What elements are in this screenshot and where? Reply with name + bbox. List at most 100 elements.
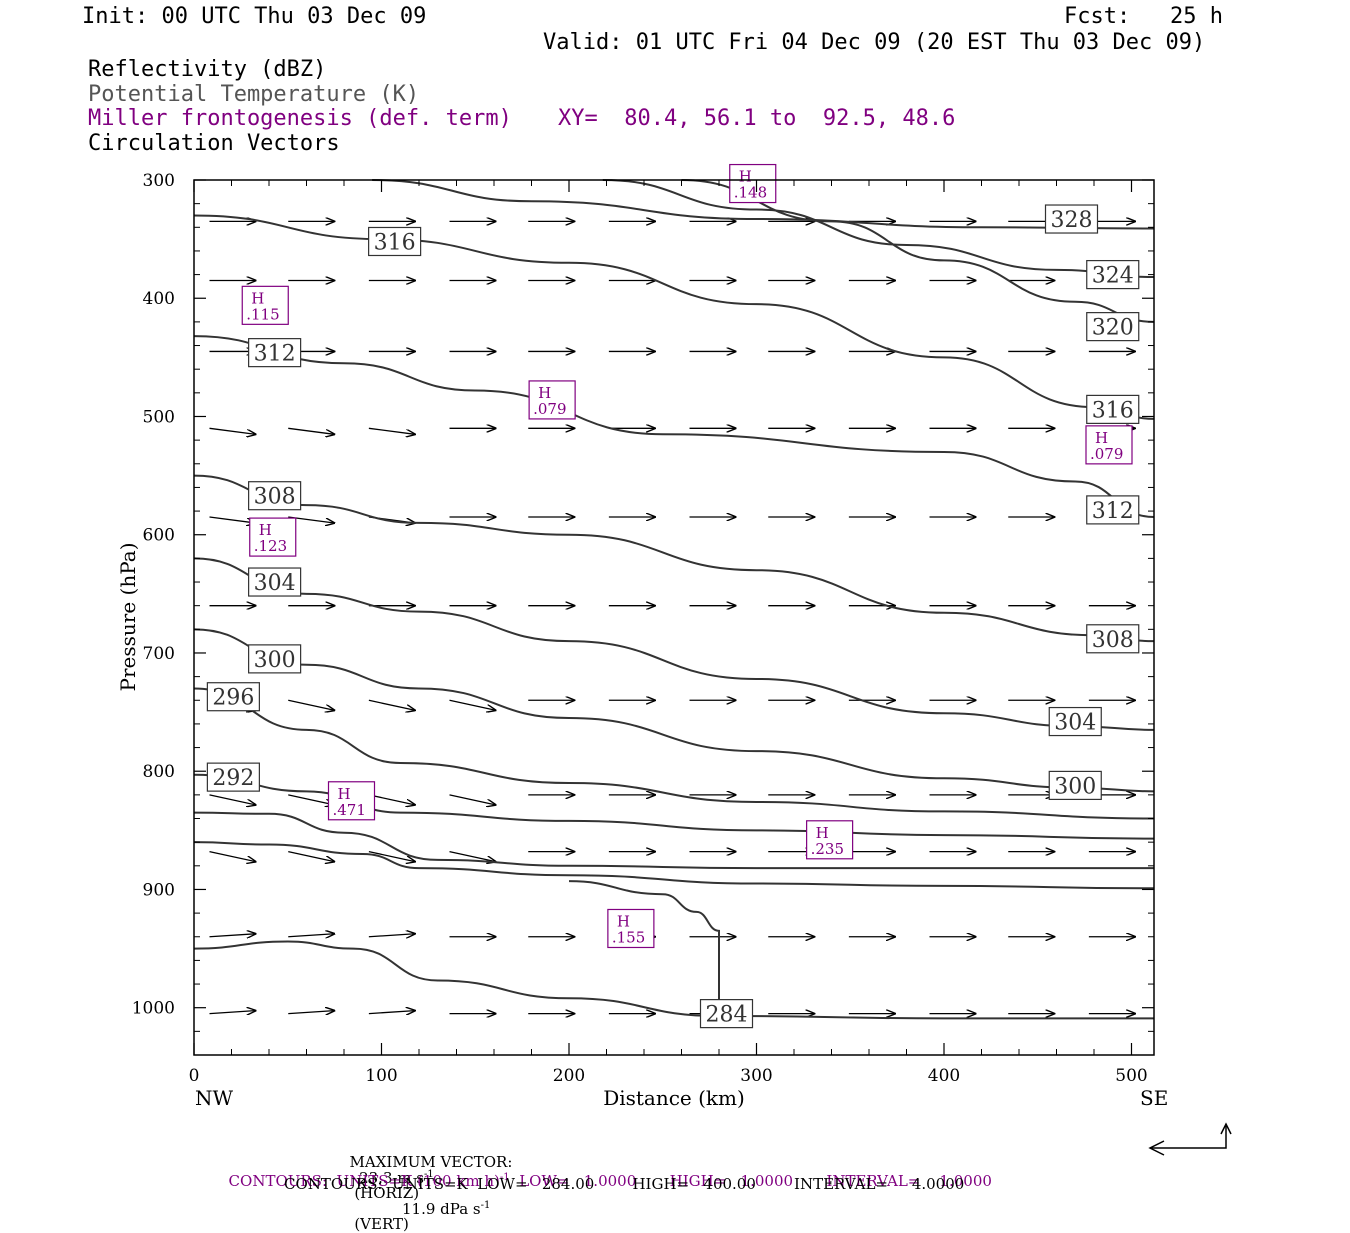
- circulation-vector: [368, 427, 415, 434]
- y-tick-label: 300: [143, 171, 175, 191]
- theta-contour-line: [372, 179, 1155, 230]
- frontogenesis-max-marker: H: [538, 384, 551, 402]
- theta-label-box: [1086, 624, 1140, 654]
- init-time: Init: 00 UTC Thu 03 Dec 09: [82, 4, 427, 29]
- theta-contour-line: [568, 880, 721, 1008]
- y-tick-label: 500: [143, 407, 175, 427]
- plot-frame: [193, 179, 1155, 1056]
- cross-section-endpoints: XY= 80.4, 56.1 to 92.5, 48.6: [558, 106, 956, 131]
- circulation-vector: [449, 794, 496, 805]
- frontogenesis-max-marker: H: [816, 824, 829, 842]
- left-endpoint-label: NW: [195, 1086, 234, 1110]
- circulation-vector: [449, 850, 496, 862]
- circulation-vector: [368, 850, 415, 862]
- theta-label-box: [1086, 312, 1140, 342]
- circulation-vector: [288, 699, 334, 710]
- reference-vector-head-icon: [1148, 1122, 1232, 1156]
- frontogenesis-max-box: [528, 380, 576, 420]
- theta-label-box: [1048, 706, 1102, 737]
- circulation-vector: [288, 427, 334, 434]
- axis-ticks: 0 100 200 300 400 500 300 400 500 600 700 800 900 100…: [132, 171, 1154, 1086]
- theta-contours: [193, 179, 1155, 1020]
- right-endpoint-label: SE: [1140, 1086, 1168, 1110]
- valid-time: Valid: 01 UTC Fri 04 Dec 09 (20 EST Thu …: [543, 30, 1206, 55]
- x-tick-label: 300: [740, 1066, 772, 1086]
- reference-vector-icon: [1150, 1126, 1227, 1149]
- frontogenesis-max-marker: H: [251, 289, 264, 307]
- circulation-vector: [368, 934, 415, 937]
- theta-label-box: [368, 226, 422, 257]
- theta-contour-label: 304: [1054, 711, 1096, 736]
- circulation-vector: [288, 934, 334, 937]
- theta-contour-label: 328: [1051, 208, 1093, 233]
- frontogenesis-units: CONTOURS: UNITS=K (100 km h): [228, 1172, 500, 1190]
- frontogenesis-max-marker: H: [338, 785, 351, 803]
- theta-contour-line: [681, 179, 1155, 323]
- frontogenesis-max-box: [607, 908, 655, 949]
- theta-contour-line: [193, 841, 1155, 890]
- circulation-vectors: [209, 221, 1135, 1014]
- circulation-vector: [368, 1011, 415, 1014]
- frontogenesis-max-value: .235: [811, 840, 844, 858]
- frontogenesis-contour-info: CONTOURS: UNITS=K (100 km h)-1 LOW= 1.00…: [228, 1172, 992, 1190]
- theta-contour-label: 296: [212, 686, 254, 711]
- theta-contour-label: 304: [254, 571, 296, 596]
- frontogenesis-max-marker: H: [739, 168, 752, 186]
- y-tick-label: 600: [143, 526, 175, 546]
- circulation-vector: [209, 934, 256, 937]
- theta-contour-line: [193, 628, 1155, 793]
- cross-section-plot: 3283243203163163123123083083043043003002…: [116, 163, 1232, 1156]
- forecast-hour: Fcst: 25 h: [1064, 4, 1223, 29]
- y-tick-label: 400: [143, 289, 175, 309]
- x-axis-label: Distance (km): [603, 1086, 745, 1110]
- theta-contour-line: [602, 179, 1155, 278]
- theta-contour-label: 300: [254, 648, 296, 673]
- frontogenesis-max-value: .471: [333, 801, 366, 819]
- y-tick-label: 800: [143, 762, 175, 782]
- x-tick-label: 400: [928, 1066, 960, 1086]
- theta-contour-line: [193, 687, 1155, 820]
- y-axis-label: Pressure (hPa): [116, 543, 140, 692]
- theta-label-box: [1086, 259, 1140, 290]
- theta-label-box: [699, 999, 754, 1029]
- frontogenesis-max-value: .079: [533, 400, 566, 418]
- x-tick-label: 500: [1115, 1066, 1147, 1086]
- max-vector-horiz-tag: (HORIZ): [354, 1184, 420, 1202]
- theta-label-box: [248, 338, 302, 368]
- frontogenesis-max-value: .079: [1090, 445, 1123, 463]
- theta-contour-label: 300: [1054, 774, 1096, 799]
- frontogenesis-max-box: [241, 285, 289, 325]
- theta-label-box: [248, 644, 302, 674]
- circulation-vector: [209, 850, 256, 862]
- theta-label-box: [1086, 495, 1140, 525]
- theta-contour-label: 320: [1092, 316, 1134, 341]
- theta-contour-line: [193, 557, 1155, 731]
- theta-label-box: [248, 481, 302, 511]
- frontogenesis-max-value: .148: [734, 184, 767, 202]
- theta-contour-label: 312: [1092, 499, 1134, 524]
- theta-contour-line: [193, 940, 1154, 1020]
- frontogenesis-range: LOW= 1.0000 HIGH= 1.0000 INTERVAL= 1.000…: [509, 1172, 992, 1190]
- frontogenesis-max-marker: H: [1095, 429, 1108, 447]
- circulation-vector: [288, 794, 334, 805]
- field-potential-temperature: Potential Temperature (K): [88, 82, 420, 107]
- theta-contour-label: 324: [1092, 264, 1134, 289]
- theta-contour-line: [193, 335, 1155, 518]
- field-frontogenesis: Miller frontogenesis (def. term): [88, 106, 512, 131]
- theta-contour-line: [193, 214, 1155, 420]
- frontogenesis-max-value: .155: [612, 928, 645, 946]
- circulation-vector: [368, 699, 415, 710]
- circulation-vector: [209, 794, 256, 805]
- frontogenesis-max-marker: H: [617, 912, 630, 930]
- circulation-vector: [449, 699, 496, 710]
- max-vector-horiz: 23.3 m s: [359, 1169, 424, 1187]
- theta-contour-label: 308: [254, 485, 296, 510]
- theta-contour-labels: 3283243203163163123123083083043043003002…: [206, 204, 1140, 1029]
- field-circulation-vectors: Circulation Vectors: [88, 131, 340, 156]
- x-tick-label: 200: [553, 1066, 585, 1086]
- max-vector-vert-tag: (VERT): [354, 1215, 409, 1233]
- circulation-vector: [209, 1011, 256, 1014]
- frontogenesis-max-box: [249, 517, 297, 557]
- theta-contour-label: 316: [1092, 398, 1134, 423]
